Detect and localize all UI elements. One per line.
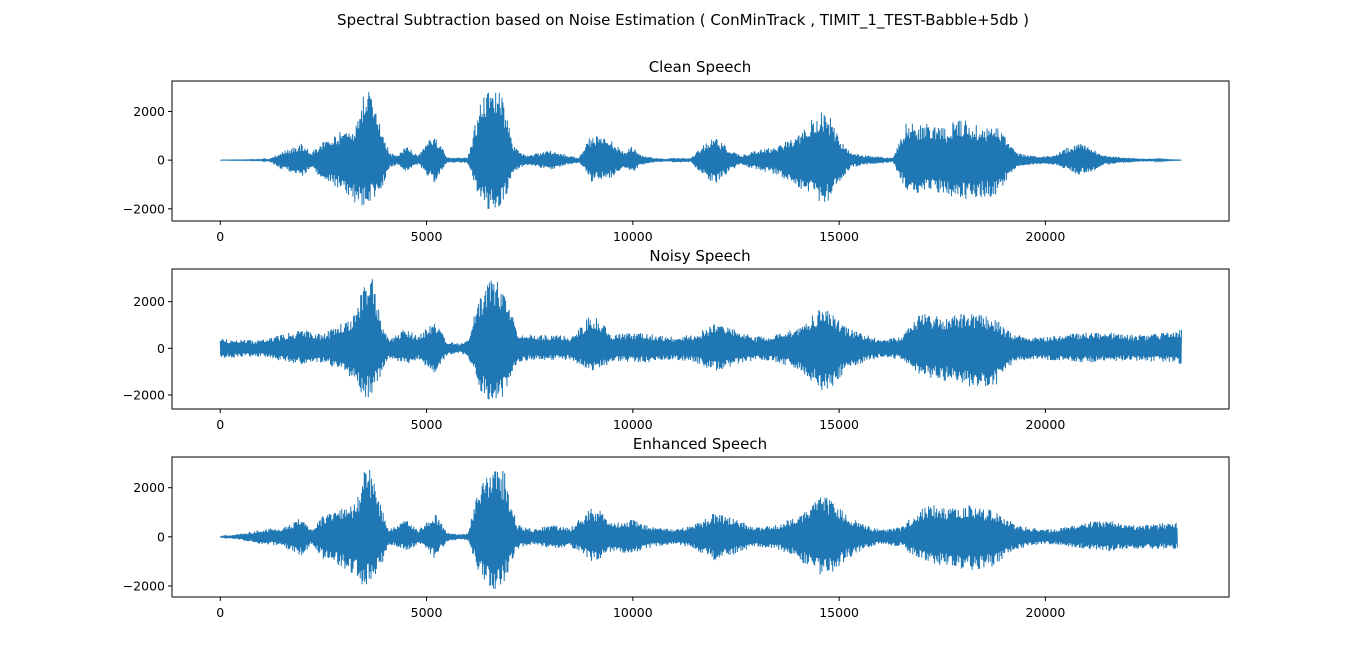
x-tick-label: 5000	[411, 605, 443, 620]
x-tick-label: 15000	[819, 605, 859, 620]
x-tick-label: 10000	[613, 229, 653, 244]
y-tick-label: −2000	[123, 201, 165, 216]
panel-noisy-speech: Noisy Speech 0 5000 10000 15000 20000 −2000 0 2…	[123, 247, 1230, 432]
y-tick-label: 0	[157, 529, 165, 544]
panel-enhanced-speech: Enhanced Speech 0 5000 10000 15000 20000−200…	[123, 435, 1230, 620]
y-tick-label: 2000	[133, 480, 165, 495]
x-tick-label: 20000	[1026, 605, 1066, 620]
x-tick-label: 15000	[819, 229, 859, 244]
x-tick-label: 0	[216, 417, 224, 432]
axes-frame	[171, 268, 1230, 410]
x-tick-label: 5000	[411, 417, 443, 432]
y-tick-label: 0	[157, 341, 165, 356]
y-tick-label: −2000	[123, 388, 165, 403]
y-tick-label: 2000	[133, 294, 165, 309]
x-tick-label: 5000	[411, 229, 443, 244]
waveform-series	[219, 469, 1178, 589]
x-tick-label: 0	[216, 605, 224, 620]
waveform-line	[219, 279, 1182, 400]
x-tick-label: 20000	[1026, 229, 1066, 244]
x-tick-label: 10000	[613, 605, 653, 620]
waveform-line	[219, 469, 1178, 589]
figure-suptitle: Spectral Subtraction based on Noise Esti…	[337, 11, 1029, 30]
panel-clean-speech: Clean Speech 0 5000 10000 15000 20000 −2000 0 2…	[123, 58, 1230, 244]
waveform-series	[219, 279, 1182, 400]
panel-title: Noisy Speech	[649, 247, 750, 265]
waveform-line	[220, 91, 1182, 209]
panel-title: Enhanced Speech	[633, 435, 767, 453]
axis-ticks: 0 5000 10000 15000 20000 −2000 0 2000	[123, 480, 1066, 620]
x-tick-label: 0	[216, 229, 224, 244]
y-tick-label: 2000	[133, 104, 165, 119]
axis-ticks: 0 5000 10000 15000 20000 −2000 0 2000	[123, 104, 1066, 244]
waveform-series	[220, 91, 1182, 209]
x-tick-label: 10000	[613, 417, 653, 432]
x-tick-label: 20000	[1026, 417, 1066, 432]
axes-frame	[171, 80, 1230, 222]
axes-frame	[171, 456, 1230, 598]
panel-title: Clean Speech	[649, 58, 752, 76]
axis-ticks: 0 5000 10000 15000 20000 −2000 0 2000	[123, 294, 1066, 432]
x-tick-label: 15000	[819, 417, 859, 432]
y-tick-label: 0	[157, 153, 165, 168]
y-tick-label: −2000	[123, 578, 165, 593]
